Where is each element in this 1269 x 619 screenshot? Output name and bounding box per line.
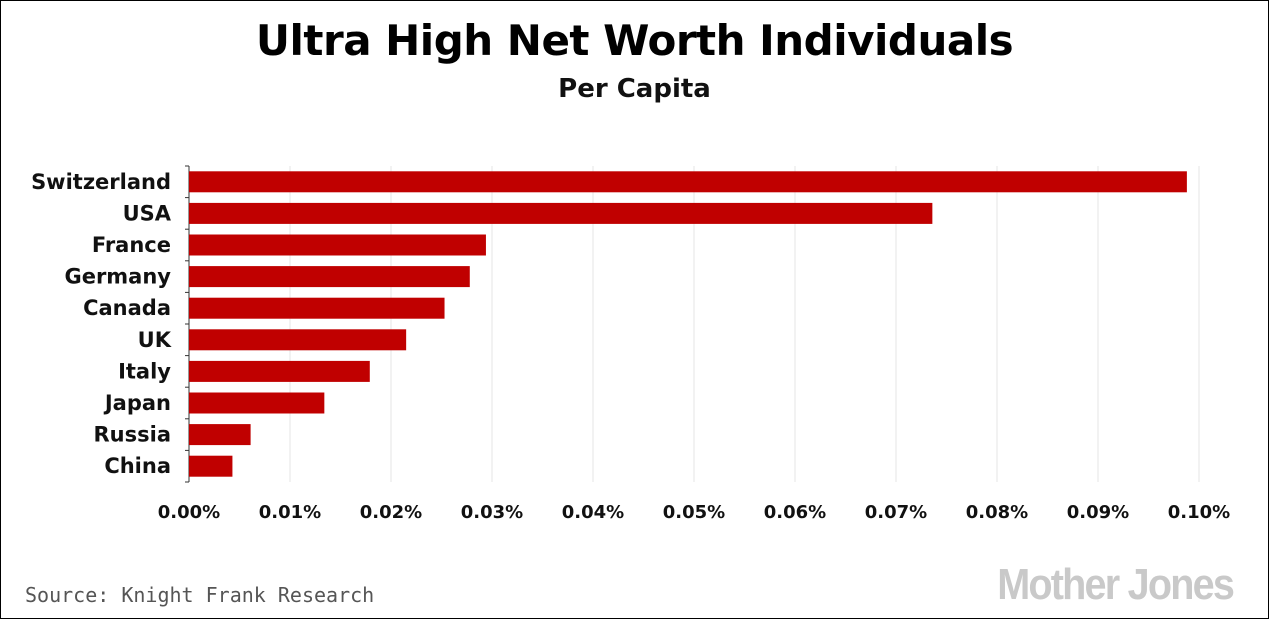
x-tick-label: 0.04% xyxy=(562,502,624,523)
axes xyxy=(185,165,190,483)
category-label: Germany xyxy=(64,265,171,289)
x-tick-label: 0.03% xyxy=(461,502,523,523)
category-label: Switzerland xyxy=(31,170,171,194)
category-label: China xyxy=(104,454,171,478)
bar-usa xyxy=(189,202,933,224)
bar-canada xyxy=(189,297,445,319)
x-tick-labels: 0.00% 0.01% 0.02% 0.03% 0.04% 0.05% 0.06% 0.07%… xyxy=(158,502,1230,523)
publisher-logo: Mother Jones xyxy=(997,560,1235,609)
source-note: Source: Knight Frank Research xyxy=(25,583,375,607)
x-tick-label: 0.09% xyxy=(1067,502,1129,523)
bar-russia xyxy=(189,424,251,446)
bar-japan xyxy=(189,392,325,414)
x-tick-label: 0.05% xyxy=(663,502,725,523)
chart-title: Ultra High Net Worth Individuals xyxy=(255,16,1014,65)
category-label: Japan xyxy=(103,391,171,415)
x-tick-label: 0.10% xyxy=(1168,502,1230,523)
category-labels: Switzerland USA France Germany Canada UK Italy… xyxy=(31,170,172,478)
x-tick-label: 0.06% xyxy=(764,502,826,523)
category-label: USA xyxy=(123,201,172,225)
x-tick-label: 0.00% xyxy=(158,502,220,523)
bars xyxy=(189,171,1187,477)
category-label: Russia xyxy=(94,423,172,447)
bar-france xyxy=(189,234,486,256)
bar-italy xyxy=(189,360,370,382)
category-label: UK xyxy=(138,328,172,352)
bar-uk xyxy=(189,329,407,351)
bar-china xyxy=(189,455,233,477)
category-label: Canada xyxy=(83,296,171,320)
category-label: Italy xyxy=(118,359,171,383)
bar-switzerland xyxy=(189,171,1187,193)
bar-germany xyxy=(189,266,470,288)
chart-subtitle: Per Capita xyxy=(558,74,711,104)
x-tick-label: 0.08% xyxy=(966,502,1028,523)
x-tick-label: 0.01% xyxy=(259,502,321,523)
x-tick-label: 0.02% xyxy=(360,502,422,523)
x-tick-label: 0.07% xyxy=(865,502,927,523)
category-label: France xyxy=(92,233,171,257)
